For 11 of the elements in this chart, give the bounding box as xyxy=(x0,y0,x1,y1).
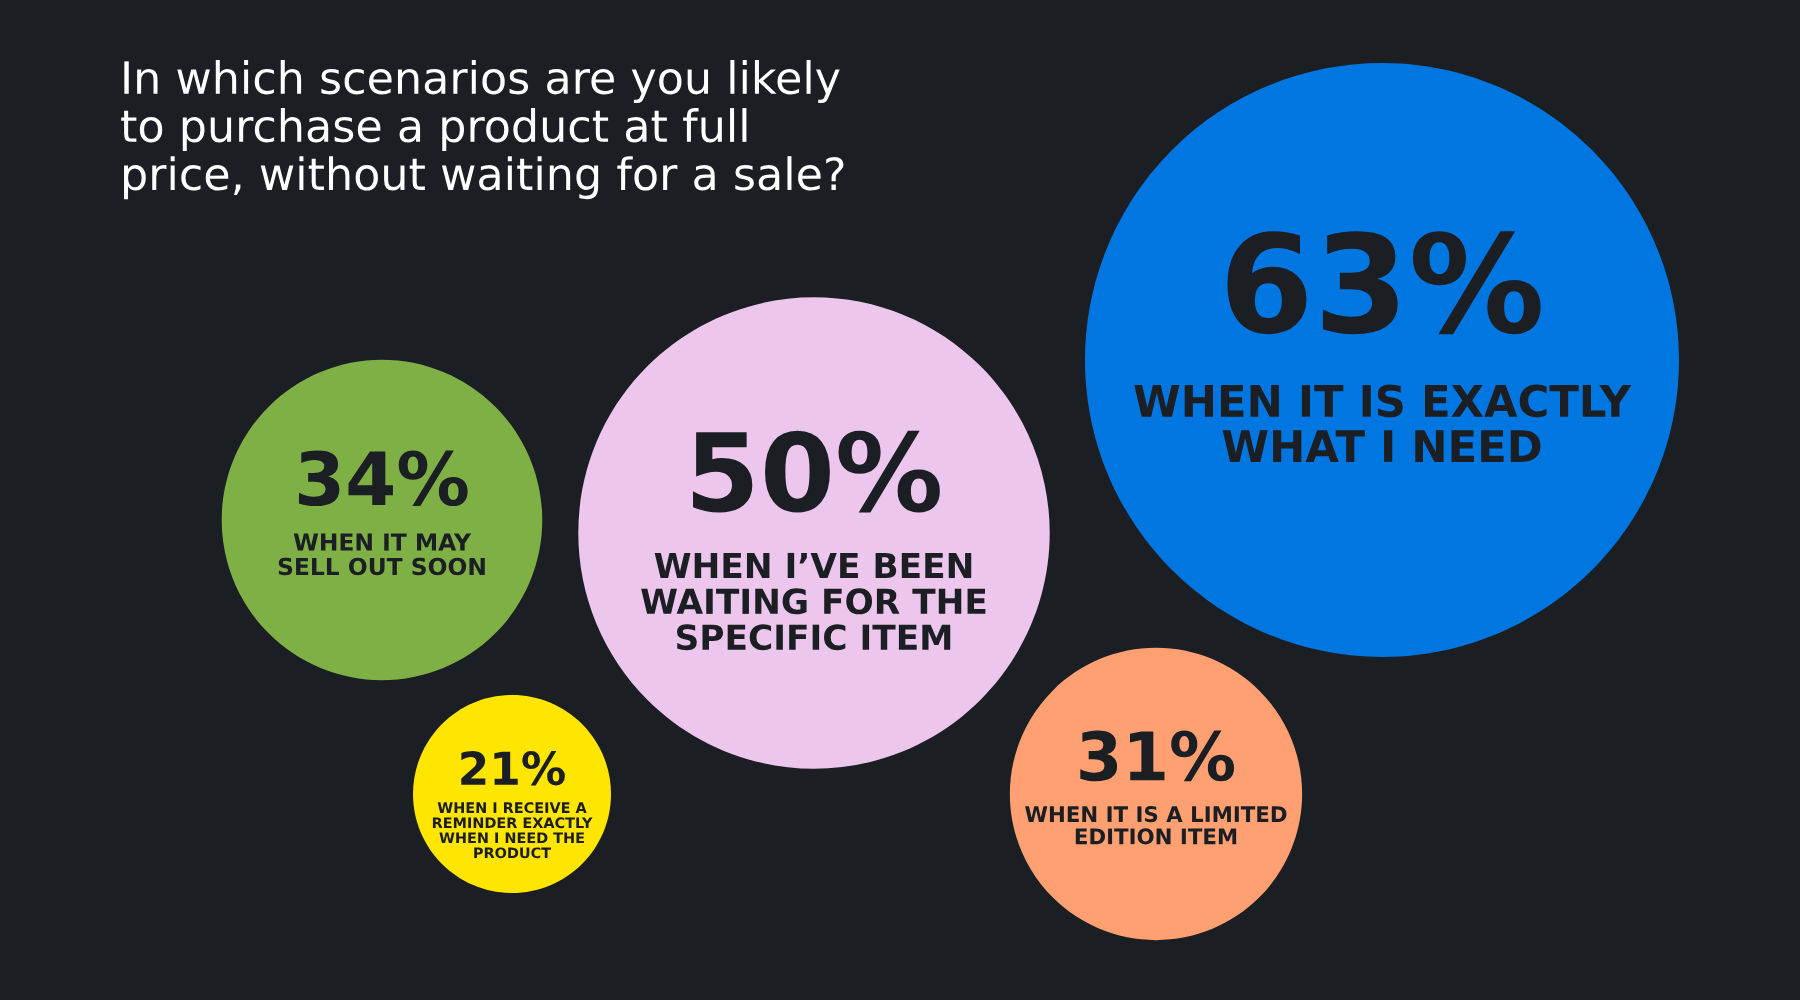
data-label: 21% xyxy=(461,751,565,786)
category-label: WHEN I RECEIVE A REMINDER EXACTLY WHEN I NEED THE PRODUCT xyxy=(432,802,593,859)
data-label: 63% xyxy=(1227,231,1541,335)
data-label: 31% xyxy=(1080,730,1235,782)
category-label: WHEN I’VE BEEN WAITING FOR THE SPECIFIC ITEM xyxy=(641,552,986,651)
category-label: WHEN IT IS EXACTLY WHAT I NEED xyxy=(1134,384,1632,462)
category-label: WHEN IT IS A LIMITED EDITION ITEM xyxy=(1025,806,1287,845)
data-label: 34% xyxy=(298,450,468,507)
data-label: 50% xyxy=(693,430,940,513)
category-label: WHEN IT MAY SELL OUT SOON xyxy=(278,533,485,576)
text: In which scenarios are you likely to purchase a product at full price, without waiting for a sale? xyxy=(121,60,844,200)
